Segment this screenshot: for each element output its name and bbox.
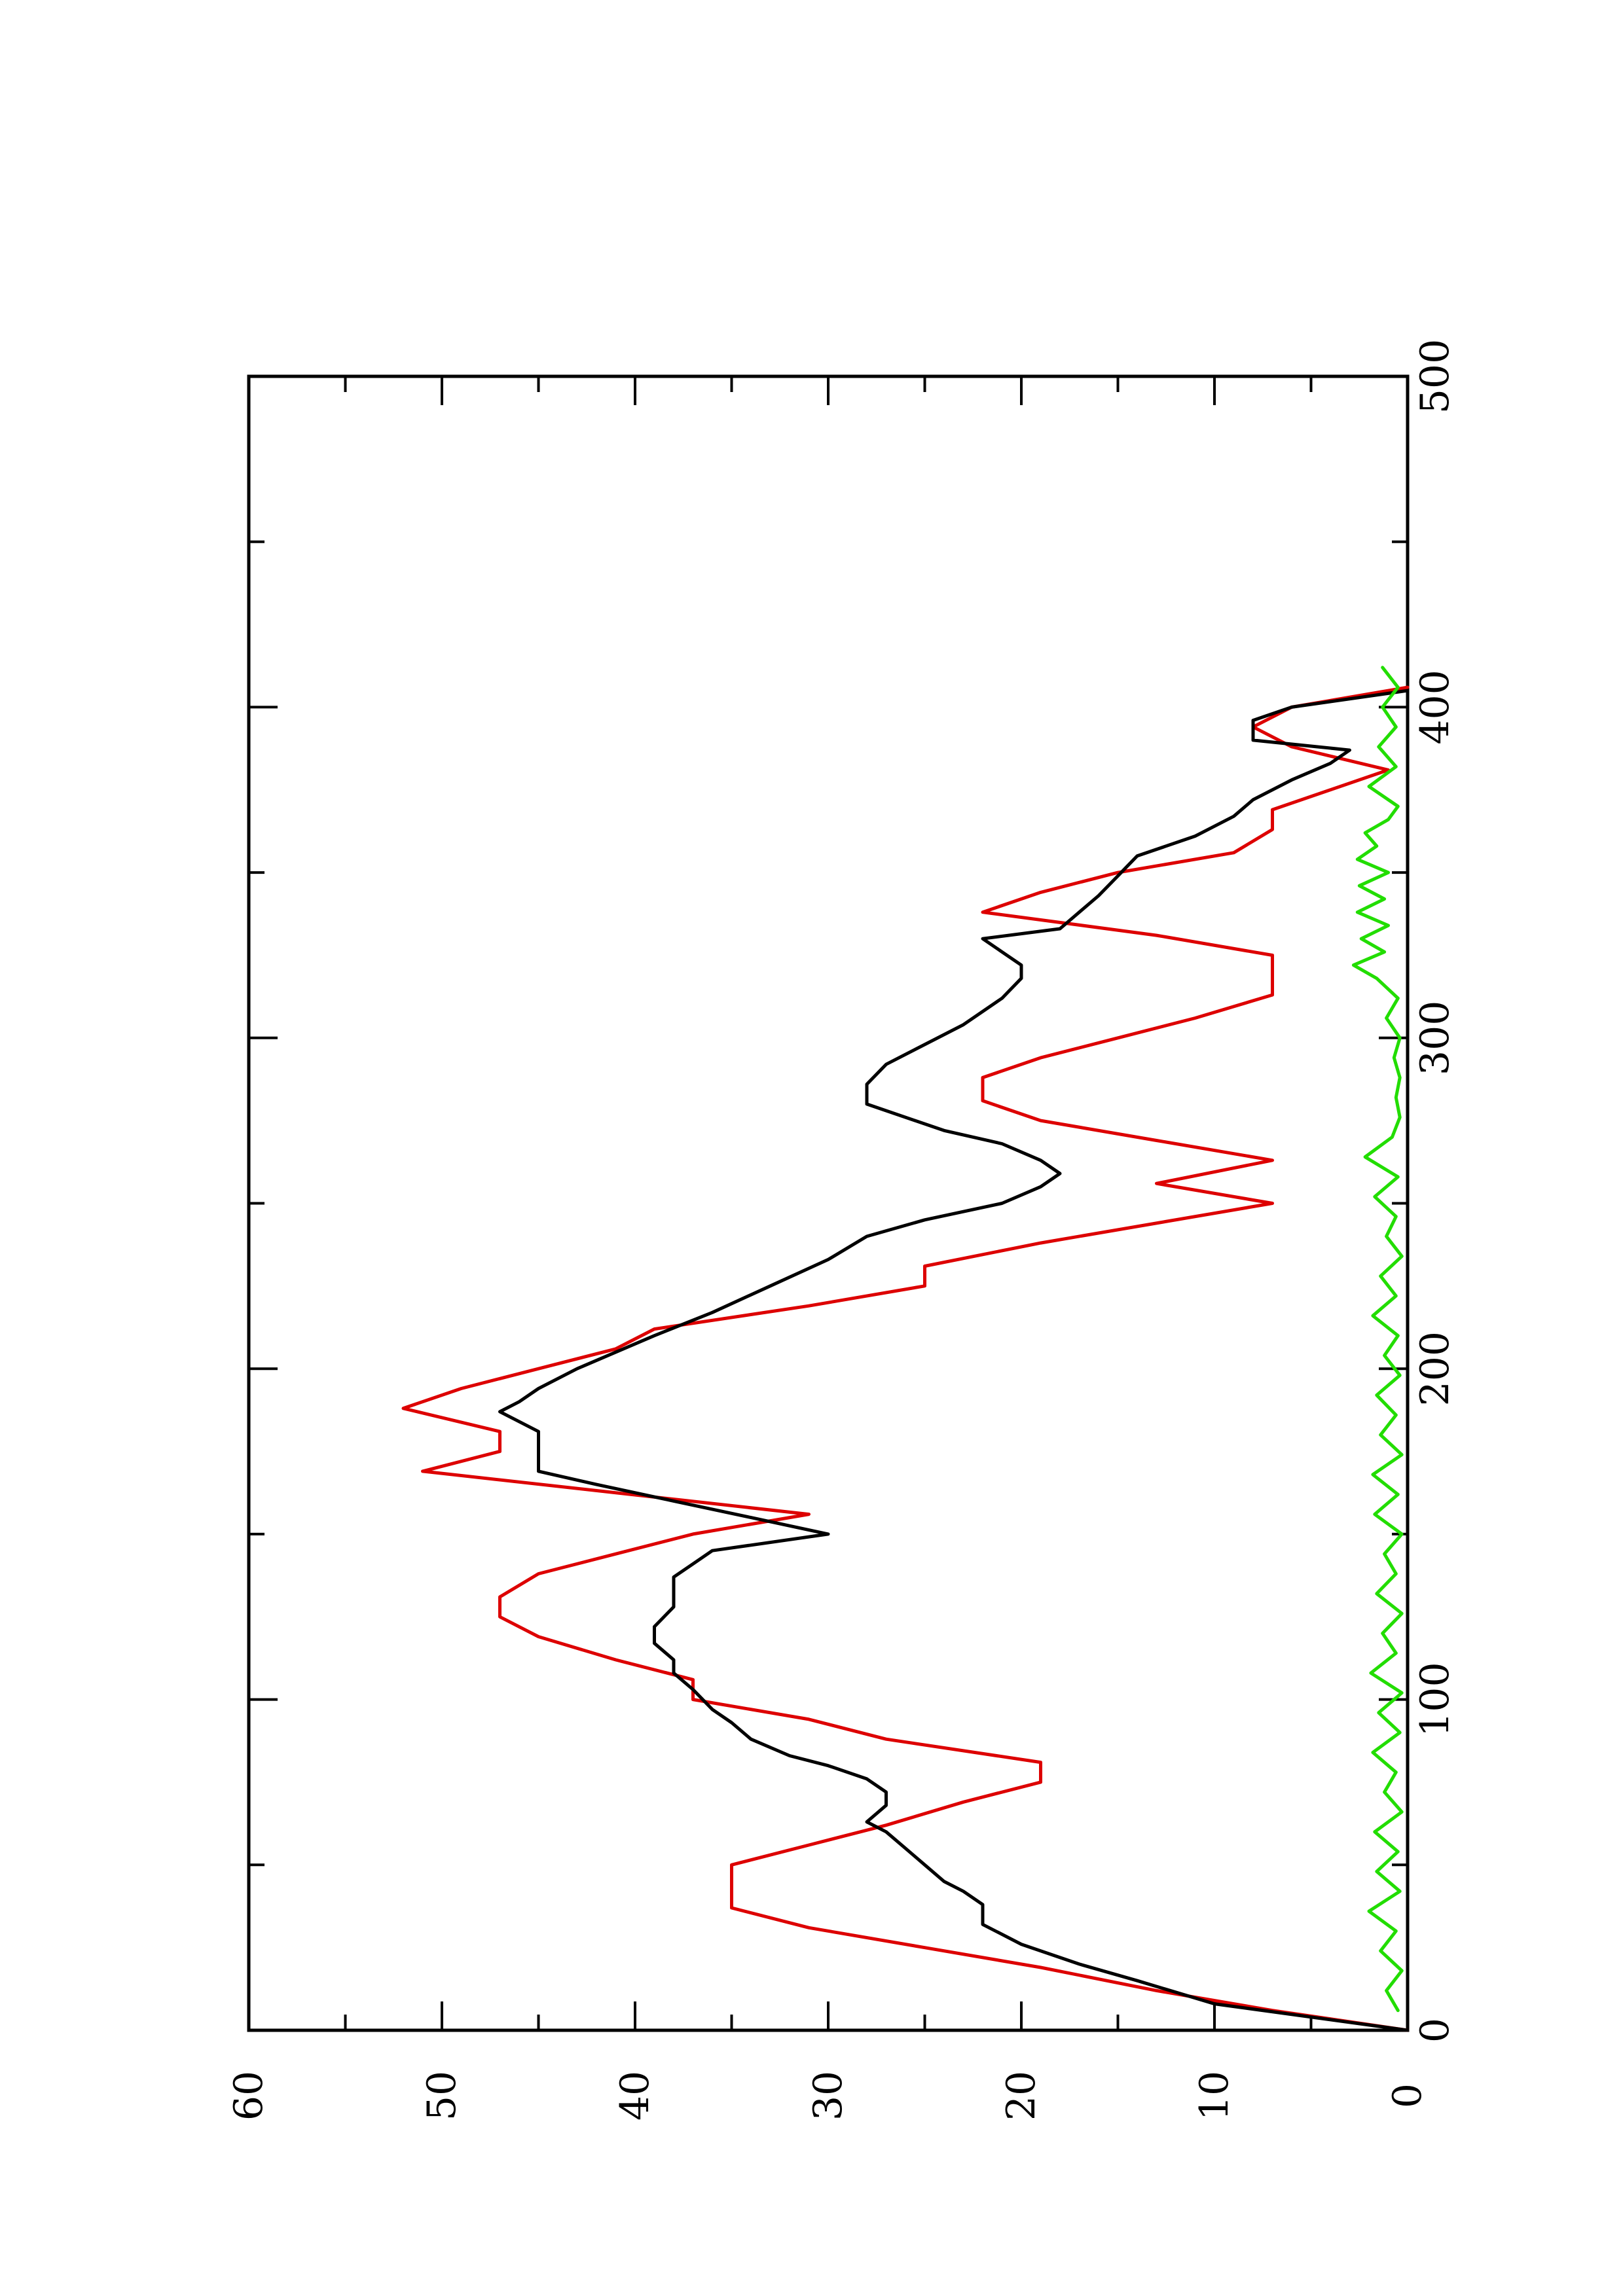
axis-tick-labels: 0 100 200 300 400 500 0 10 20 30 40 50 60 xyxy=(226,339,1458,2121)
x-tick-label: 200 xyxy=(1412,1331,1458,1407)
data-series xyxy=(401,666,1410,2032)
x-tick-label: 500 xyxy=(1412,339,1458,414)
y-tick-label: 40 xyxy=(612,2071,658,2121)
y-tick-label: 50 xyxy=(419,2071,465,2121)
y-tick-label: 0 xyxy=(1385,2083,1431,2108)
y-tick-label: 30 xyxy=(805,2071,851,2121)
series-line-2 xyxy=(498,689,1410,2032)
series-line-3 xyxy=(1351,666,1404,2013)
y-tick-label: 10 xyxy=(1192,2071,1237,2121)
y-tick-label: 20 xyxy=(998,2071,1044,2121)
axis-ticks xyxy=(247,375,1409,2032)
y-tick-label: 60 xyxy=(226,2071,272,2121)
x-tick-label: 0 xyxy=(1412,2018,1458,2043)
series-line-1 xyxy=(401,685,1410,2032)
plot-frame xyxy=(247,374,1410,2032)
x-tick-label: 100 xyxy=(1412,1662,1458,1737)
x-tick-label: 300 xyxy=(1412,1001,1458,1076)
x-tick-label: 400 xyxy=(1412,670,1458,745)
